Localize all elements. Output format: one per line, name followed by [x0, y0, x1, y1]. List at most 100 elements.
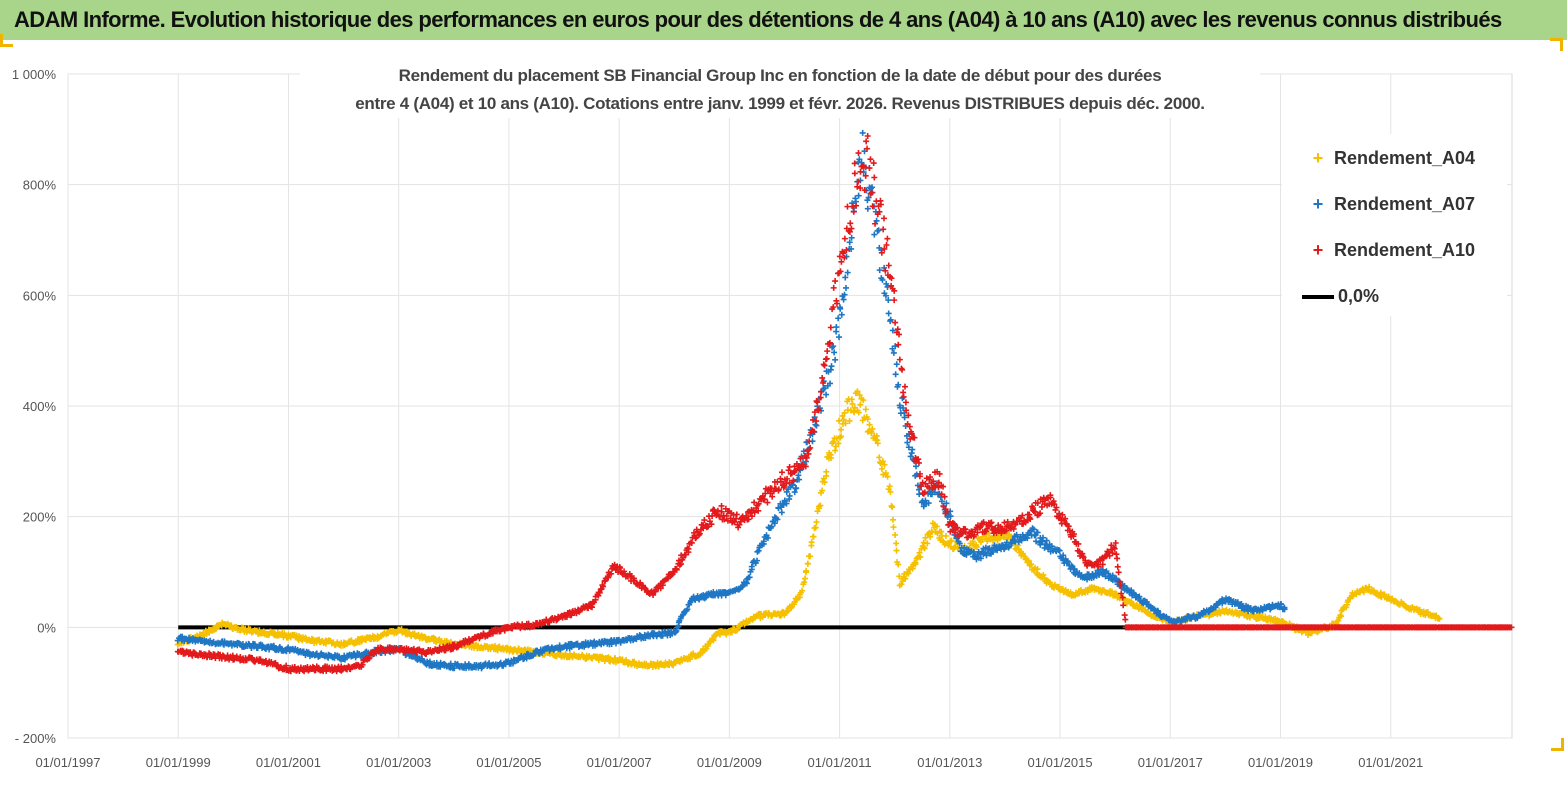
data-point-rendement-a10 — [820, 379, 827, 386]
data-point-rendement-a10 — [915, 459, 922, 466]
x-tick-label: 01/01/2011 — [808, 755, 872, 770]
data-point-rendement-a07 — [983, 552, 990, 559]
data-point-rendement-a07 — [1033, 538, 1040, 545]
data-point-rendement-a07 — [994, 547, 1001, 554]
data-point-rendement-a04 — [1217, 610, 1224, 617]
x-tick-label: 01/01/1999 — [146, 755, 211, 770]
data-point-rendement-a04 — [893, 540, 900, 547]
data-point-rendement-a04 — [862, 406, 869, 413]
data-point-rendement-a07 — [905, 444, 912, 451]
data-point-rendement-a10 — [867, 190, 874, 197]
data-point-rendement-a07 — [768, 523, 775, 530]
data-point-rendement-a10 — [823, 355, 830, 362]
data-point-rendement-a04 — [1337, 613, 1344, 620]
data-point-rendement-a04 — [857, 401, 864, 408]
corner-mark-top-right — [1550, 38, 1563, 51]
data-point-rendement-a04 — [1028, 561, 1035, 568]
data-point-rendement-a04 — [206, 629, 213, 636]
data-point-rendement-a10 — [1056, 510, 1063, 517]
data-point-rendement-a10 — [847, 220, 854, 227]
data-point-rendement-a10 — [855, 150, 862, 157]
data-point-rendement-a10 — [568, 612, 575, 619]
data-point-rendement-a10 — [733, 511, 740, 518]
data-point-rendement-a10 — [723, 512, 730, 519]
legend-item-zero: 0,0% — [1302, 286, 1379, 307]
data-point-rendement-a10 — [895, 341, 902, 348]
data-point-rendement-a07 — [859, 129, 866, 136]
data-point-rendement-a10 — [743, 512, 750, 519]
data-point-rendement-a10 — [1106, 552, 1113, 559]
data-point-rendement-a07 — [821, 385, 828, 392]
data-point-rendement-a10 — [1119, 594, 1126, 601]
data-point-rendement-a10 — [668, 572, 675, 579]
data-point-rendement-a07 — [793, 485, 800, 492]
legend-item-a04: + Rendement_A04 — [1302, 148, 1475, 169]
data-point-rendement-a07 — [748, 563, 755, 570]
data-point-rendement-a07 — [774, 516, 781, 523]
data-point-rendement-a04 — [813, 519, 820, 526]
corner-mark-top-left — [0, 34, 13, 47]
data-point-rendement-a04 — [803, 569, 810, 576]
data-point-rendement-a10 — [959, 530, 966, 537]
data-point-rendement-a07 — [876, 267, 883, 274]
data-point-rendement-a07 — [838, 311, 845, 318]
data-point-rendement-a04 — [889, 504, 896, 511]
data-point-rendement-a10 — [880, 215, 887, 222]
data-point-rendement-a07 — [783, 500, 790, 507]
data-point-rendement-a10 — [862, 172, 869, 179]
data-point-rendement-a10 — [1114, 555, 1121, 562]
data-point-rendement-a07 — [922, 497, 929, 504]
data-point-rendement-a07 — [893, 361, 900, 368]
data-point-rendement-a10 — [844, 203, 851, 210]
data-point-rendement-a07 — [843, 284, 850, 291]
x-tick-label: 01/01/2005 — [476, 755, 541, 770]
data-point-rendement-a04 — [823, 472, 830, 479]
data-point-rendement-a10 — [563, 613, 570, 620]
y-tick-label: 800% — [23, 178, 57, 193]
data-point-rendement-a07 — [1048, 543, 1055, 550]
data-point-rendement-a04 — [890, 516, 897, 523]
legend-marker-a10: + — [1312, 240, 1324, 260]
data-point-rendement-a07 — [1071, 565, 1078, 572]
x-tick-label: 01/01/2001 — [256, 755, 321, 770]
data-point-rendement-a04 — [1108, 588, 1115, 595]
data-point-rendement-a07 — [791, 489, 798, 496]
data-point-rendement-a10 — [678, 561, 685, 568]
data-point-rendement-a10 — [896, 356, 903, 363]
data-point-rendement-a10 — [775, 486, 782, 493]
data-point-rendement-a07 — [795, 476, 802, 483]
data-point-rendement-a04 — [881, 461, 888, 468]
data-point-rendement-a04 — [849, 400, 856, 407]
data-point-rendement-a04 — [842, 420, 849, 427]
data-point-rendement-a07 — [885, 310, 892, 317]
data-point-rendement-a04 — [878, 465, 885, 472]
data-point-rendement-a10 — [1099, 561, 1106, 568]
data-point-rendement-a10 — [685, 545, 692, 552]
x-tick-label: 01/01/2015 — [1028, 755, 1093, 770]
x-tick-label: 01/01/1997 — [35, 755, 100, 770]
corner-mark-bottom-right — [1551, 738, 1564, 751]
data-point-rendement-a10 — [896, 331, 903, 338]
data-point-rendement-a10 — [846, 228, 853, 235]
data-point-rendement-a10 — [1012, 521, 1019, 528]
data-point-rendement-a07 — [823, 391, 830, 398]
data-point-rendement-a07 — [1136, 593, 1143, 600]
data-point-rendement-a04 — [1436, 615, 1443, 622]
data-point-rendement-a10 — [359, 661, 366, 668]
data-point-rendement-a10 — [224, 652, 231, 659]
data-point-rendement-a04 — [838, 433, 845, 440]
data-point-rendement-a10 — [1047, 494, 1054, 501]
data-point-rendement-a04 — [812, 524, 819, 531]
data-point-rendement-a04 — [1435, 614, 1442, 621]
data-point-rendement-a04 — [830, 438, 837, 445]
data-point-rendement-a07 — [1030, 526, 1037, 533]
data-point-rendement-a04 — [974, 543, 981, 550]
data-point-rendement-a10 — [971, 531, 978, 538]
data-point-rendement-a10 — [944, 508, 951, 515]
data-point-rendement-a04 — [819, 487, 826, 494]
data-point-rendement-a04 — [879, 458, 886, 465]
data-point-rendement-a10 — [884, 235, 891, 242]
data-point-rendement-a04 — [924, 540, 931, 547]
data-point-rendement-a10 — [891, 287, 898, 294]
data-point-rendement-a07 — [831, 349, 838, 356]
